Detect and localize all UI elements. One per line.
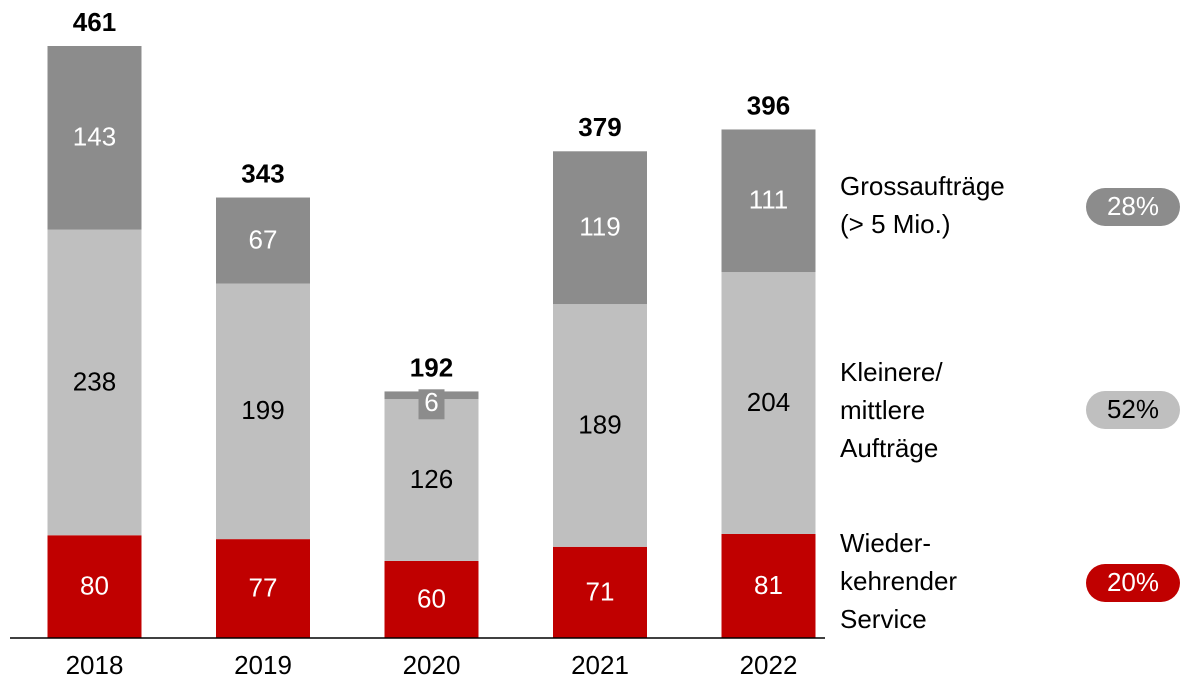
- bar-segment: [553, 151, 647, 305]
- segment-label: 143: [73, 122, 116, 152]
- share-label: 52%: [1107, 394, 1159, 424]
- total-label: 379: [578, 112, 621, 142]
- label-box: [418, 389, 445, 420]
- x-tick-label: 2021: [571, 650, 629, 680]
- bar-segment: [47, 46, 142, 230]
- segment-label: 77: [249, 572, 278, 602]
- share-pill: [1086, 391, 1180, 429]
- segment-label: 81: [754, 570, 783, 600]
- x-tick-label: 2020: [403, 650, 461, 680]
- legend-label: Wieder-kehrender Service: [840, 528, 957, 634]
- bar-segment: [721, 533, 816, 638]
- share-pill: [1086, 188, 1180, 226]
- bar-segment: [553, 304, 647, 547]
- bar-segment: [47, 535, 142, 638]
- bar-segment: [216, 283, 310, 540]
- segment-label: 126: [410, 464, 453, 494]
- x-tick-label: 2018: [66, 650, 124, 680]
- x-tick-label: 2019: [234, 650, 292, 680]
- bar-segment: [721, 272, 816, 534]
- bar-segment: [384, 399, 479, 561]
- segment-label: 204: [747, 387, 790, 417]
- segment-label: 80: [80, 571, 109, 601]
- total-label: 192: [410, 352, 453, 382]
- segment-label: 60: [417, 583, 446, 613]
- bar-segment: [553, 546, 647, 638]
- bar-segment: [216, 197, 310, 284]
- segment-label: 71: [586, 576, 615, 606]
- share-pill: [1086, 564, 1180, 602]
- x-tick-label: 2022: [740, 650, 798, 680]
- total-label: 461: [73, 7, 116, 37]
- bar-segment: [384, 560, 479, 638]
- segment-label: 119: [579, 212, 620, 242]
- total-label: 343: [241, 158, 284, 188]
- segment-label: 238: [73, 366, 116, 396]
- segment-label: 199: [241, 395, 284, 425]
- share-label: 20%: [1107, 567, 1159, 597]
- legend-label: Grossaufträge (> 5 Mio.): [840, 171, 1005, 239]
- share-label: 28%: [1107, 191, 1159, 221]
- segment-label: 6: [424, 387, 438, 417]
- segment-label: 189: [578, 409, 621, 439]
- total-label: 396: [747, 90, 790, 120]
- bar-segment: [721, 129, 816, 273]
- segment-label: 111: [749, 185, 789, 215]
- legend-label: Kleinere/mittlere Aufträge: [840, 357, 943, 463]
- bar-segment: [47, 229, 142, 536]
- bar-segment: [216, 539, 310, 638]
- segment-label: 67: [249, 224, 278, 254]
